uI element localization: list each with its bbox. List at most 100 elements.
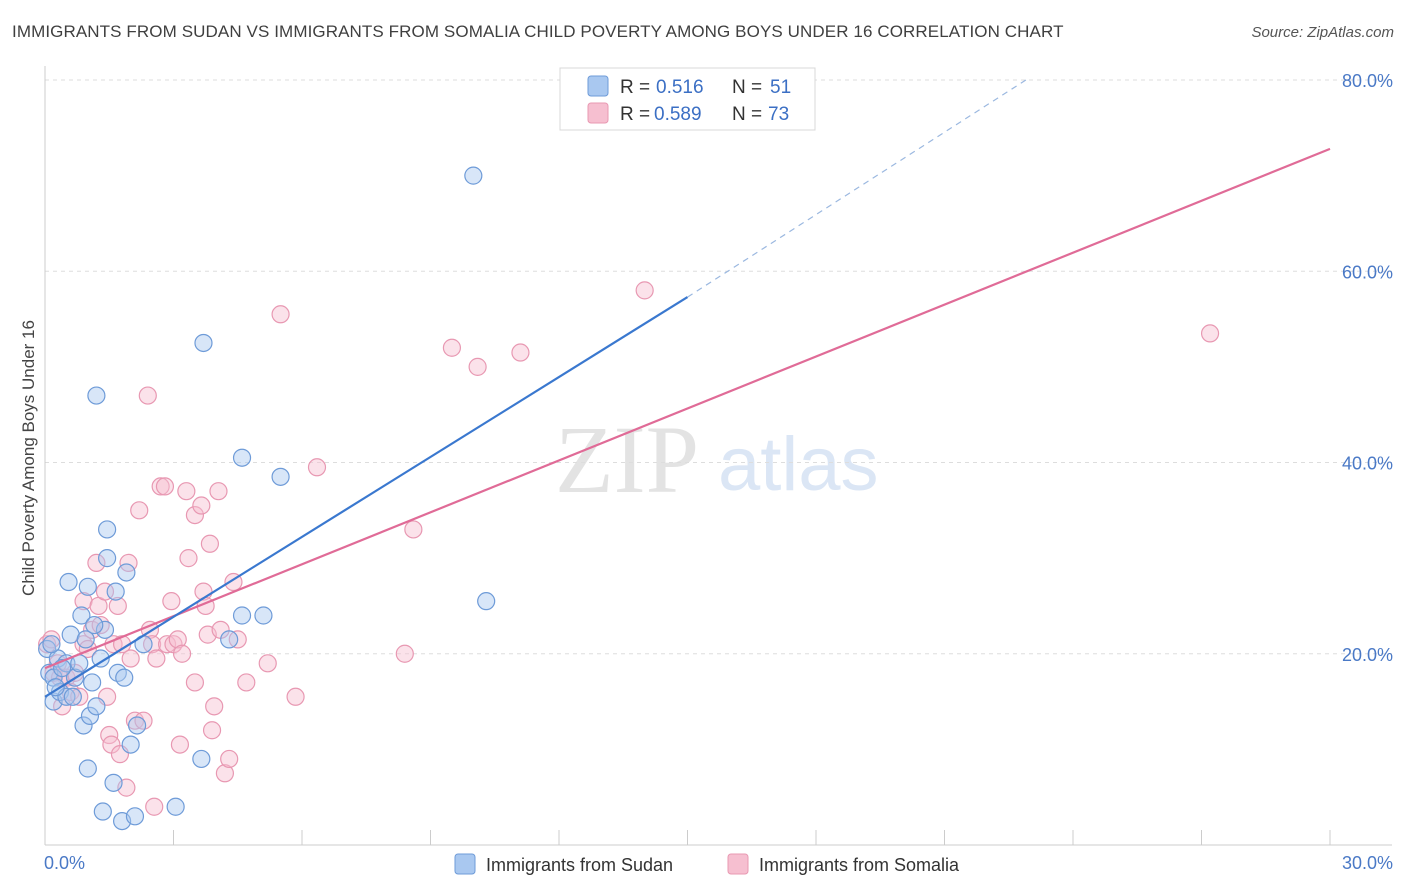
point-sudan: [117, 563, 136, 582]
point-sudan: [125, 807, 145, 826]
point-sudan: [85, 615, 104, 635]
point-sudan: [93, 802, 112, 821]
point-somalia: [200, 534, 220, 553]
chart-title: IMMIGRANTS FROM SUDAN VS IMMIGRANTS FROM…: [12, 22, 1064, 41]
point-sudan: [91, 649, 110, 668]
x-tick-label: 0.0%: [44, 853, 85, 873]
point-sudan: [76, 630, 95, 649]
trend-lines: [44, 79, 1331, 698]
y-tick-label: 40.0%: [1342, 454, 1393, 474]
point-sudan: [166, 797, 185, 816]
point-sudan: [98, 520, 117, 539]
point-sudan: [98, 549, 117, 568]
point-sudan: [271, 467, 290, 486]
point-sudan: [42, 635, 61, 654]
point-sudan: [232, 606, 252, 625]
legend-r-value-somalia: 0.589: [654, 104, 702, 125]
point-somalia: [307, 458, 327, 477]
watermark-atlas: atlas: [718, 422, 879, 507]
point-somalia: [42, 630, 61, 649]
bottom-legend-label-sudan: Immigrants from Sudan: [486, 855, 673, 875]
point-sudan: [121, 735, 140, 754]
legend-n-label-somalia: N =: [732, 104, 762, 125]
point-somalia: [168, 630, 187, 649]
legend-r-label-sudan: R =: [620, 77, 650, 98]
trend-line-sudan: [44, 296, 689, 698]
point-somalia: [130, 501, 149, 520]
point-somalia: [192, 496, 211, 515]
point-somalia: [395, 644, 414, 663]
point-sudan: [59, 572, 78, 592]
legend-swatch-somalia: [587, 102, 609, 124]
point-sudan: [220, 630, 239, 649]
point-somalia: [157, 635, 177, 654]
point-somalia: [205, 697, 224, 716]
point-somalia: [138, 386, 157, 405]
point-somalia: [70, 687, 89, 706]
y-tick-label: 80.0%: [1342, 71, 1393, 91]
legend: R = 0.516 N = 51 R = 0.589 N = 73: [559, 67, 816, 131]
point-somalia: [511, 343, 530, 362]
gridlines: [45, 79, 1392, 655]
point-somalia: [258, 654, 277, 673]
point-somalia: [172, 644, 192, 663]
point-somalia: [179, 549, 198, 568]
point-somalia: [220, 749, 239, 769]
legend-n-label-sudan: N =: [732, 77, 762, 98]
point-somalia: [286, 687, 305, 706]
point-somalia: [468, 357, 487, 376]
y-tick-label: 60.0%: [1342, 262, 1393, 282]
trend-line-sudan-extension: [687, 79, 1027, 298]
point-sudan: [83, 673, 102, 692]
series-somalia-points: [38, 281, 1220, 816]
legend-r-label-somalia: R =: [620, 104, 650, 125]
point-somalia: [155, 477, 175, 496]
point-somalia: [177, 482, 196, 501]
x-tick-label: 30.0%: [1342, 853, 1393, 873]
point-somalia: [185, 505, 205, 525]
point-somalia: [215, 764, 234, 783]
point-somalia: [147, 649, 166, 668]
point-sudan: [80, 706, 100, 726]
point-somalia: [202, 721, 222, 740]
point-sudan: [477, 592, 496, 611]
source-label: Source: ZipAtlas.com: [1251, 24, 1394, 41]
point-sudan: [78, 577, 97, 596]
point-somalia: [95, 582, 115, 601]
point-somalia: [121, 649, 140, 668]
point-sudan: [87, 386, 106, 405]
y-axis-label: Child Poverty Among Boys Under 16: [19, 320, 38, 596]
point-sudan: [127, 716, 147, 735]
point-somalia: [271, 305, 290, 324]
bottom-legend-swatch-somalia: [727, 853, 749, 875]
point-somalia: [162, 592, 181, 611]
point-somalia: [108, 596, 127, 616]
point-sudan: [232, 448, 252, 467]
point-sudan: [254, 606, 273, 625]
point-sudan: [104, 773, 123, 792]
point-somalia: [442, 338, 462, 357]
trend-line-somalia: [44, 147, 1331, 670]
legend-n-value-somalia: 73: [768, 104, 789, 125]
bottom-legend-swatch-sudan: [454, 853, 476, 875]
point-sudan: [194, 333, 213, 353]
watermark: ZIP atlas: [555, 406, 879, 513]
legend-n-value-sudan: 51: [770, 77, 791, 98]
point-somalia: [209, 482, 228, 501]
point-sudan: [78, 759, 97, 778]
bottom-legend-label-somalia: Immigrants from Somalia: [759, 855, 960, 875]
legend-swatch-sudan: [587, 75, 609, 97]
watermark-zip: ZIP: [555, 406, 699, 513]
point-somalia: [145, 797, 164, 816]
point-sudan: [74, 716, 93, 735]
y-tick-labels: 20.0% 40.0% 60.0% 80.0%: [1342, 71, 1393, 665]
point-somalia: [170, 735, 190, 754]
point-sudan: [87, 697, 106, 716]
legend-r-value-sudan: 0.516: [656, 77, 704, 98]
bottom-legend: Immigrants from Sudan Immigrants from So…: [454, 853, 960, 875]
point-sudan: [106, 582, 125, 601]
point-sudan: [95, 620, 115, 639]
point-somalia: [635, 281, 654, 300]
point-somalia: [185, 673, 205, 692]
